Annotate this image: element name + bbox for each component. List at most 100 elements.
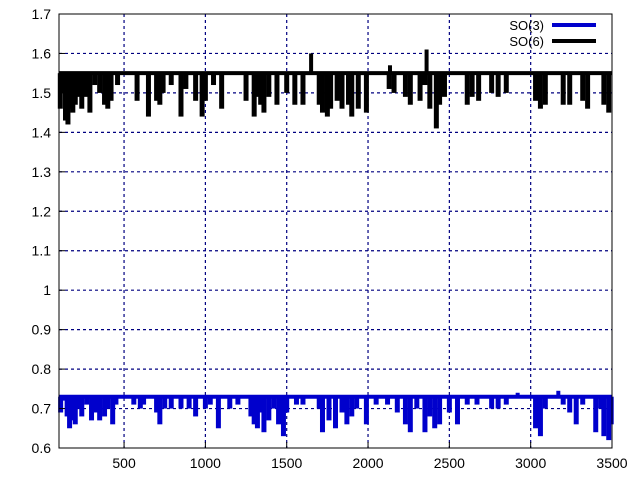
series-0-dip-16 <box>131 396 137 405</box>
series-0-dip-69 <box>533 396 539 429</box>
series-1-dip-33 <box>258 73 264 105</box>
series-0-dip-77 <box>598 396 604 409</box>
legend: SO(3) SO(6) <box>509 18 596 49</box>
series-0-dip-45 <box>326 396 332 421</box>
series-1-dip-59 <box>441 73 447 97</box>
series-1-dip-7 <box>75 73 81 97</box>
series-0-dip-71 <box>542 396 548 409</box>
series-1-dip-43 <box>328 73 334 109</box>
series-0-dip-9 <box>89 396 95 421</box>
series-1-dip-11 <box>92 73 98 86</box>
ticks: 500 1000 1500 2000 2500 3000 3500 0.6 0.7 0.8 0.9 1… <box>32 6 628 471</box>
series-0-dip-14 <box>110 396 116 425</box>
series-1-dip-60 <box>464 73 470 105</box>
series-0-dip-60 <box>432 396 438 429</box>
x-tick-label-4: 2500 <box>434 455 465 471</box>
series-0-dip-54 <box>394 396 400 413</box>
series-0-dip-12 <box>102 396 108 417</box>
series-0-dip-58 <box>422 396 428 433</box>
series-0-dip-73 <box>567 396 573 413</box>
series-1-dip-64 <box>495 73 501 97</box>
series-0-dip-76 <box>593 396 599 433</box>
series-0-dip-19 <box>154 396 160 413</box>
series-0-dip-48 <box>344 396 350 425</box>
series-0-dip-70 <box>537 396 543 437</box>
series-1-dip-31 <box>251 73 257 117</box>
series-0-dip-59 <box>427 396 433 417</box>
y-tick-label-4: 1 <box>43 282 51 298</box>
series-1-dip-22 <box>168 73 174 86</box>
series-0-dip-31 <box>248 396 254 417</box>
series-1-dip-23 <box>178 73 184 117</box>
series-1-peak-0 <box>387 65 392 74</box>
series-0-dip-62 <box>446 396 452 413</box>
series-0-dip-68 <box>503 396 509 405</box>
plot-frame <box>58 13 613 449</box>
x-tick-label-6: 3500 <box>596 455 627 471</box>
series-0-dip-20 <box>157 396 163 425</box>
series-1-dip-53 <box>407 73 413 105</box>
series-0-dip-46 <box>333 396 338 429</box>
series-1-dip-26 <box>199 73 205 117</box>
series-0-dip-65 <box>474 396 480 405</box>
series-1-dip-74 <box>606 73 612 113</box>
series-0-dip-26 <box>202 396 208 409</box>
x-tick-label-3: 2000 <box>352 455 383 471</box>
series-1-dip-63 <box>489 73 495 93</box>
y-tick-label-1: 0.7 <box>32 401 52 417</box>
series-1-dip-47 <box>349 73 355 117</box>
series-1-dip-37 <box>284 73 290 93</box>
y-tick-label-11: 1.7 <box>32 6 52 22</box>
series-0 <box>58 390 614 441</box>
series-1-dip-10 <box>87 73 93 113</box>
y-tick-label-10: 1.6 <box>32 45 52 61</box>
series-0-dip-74 <box>573 396 579 425</box>
series-0-dip-18 <box>141 396 147 405</box>
series-0-dip-78 <box>601 396 607 437</box>
series-0-dip-40 <box>284 396 290 413</box>
y-tick-label-0: 0.6 <box>32 440 52 456</box>
series-1-dip-36 <box>274 73 280 105</box>
series-1-dip-27 <box>202 73 208 101</box>
series-0-dip-21 <box>162 396 168 409</box>
series-0-dip-72 <box>560 396 566 405</box>
series-1-dip-61 <box>469 73 475 97</box>
series-1-dip-58 <box>437 73 443 105</box>
x-tick-label-0: 500 <box>112 455 136 471</box>
series-0-dip-28 <box>215 396 221 429</box>
series-1-dip-70 <box>567 73 573 105</box>
series-1-dip-42 <box>324 73 330 117</box>
series-0-dip-10 <box>93 396 99 413</box>
series-1-peak-1 <box>309 53 314 74</box>
series-1-dip-35 <box>266 73 272 97</box>
series-1-dip-0 <box>57 73 63 109</box>
series-0-dip-42 <box>300 396 306 405</box>
x-tick-label-1: 1000 <box>190 455 221 471</box>
series-1-dip-14 <box>105 73 111 109</box>
series-0-dip-80 <box>608 396 614 425</box>
series-0-dip-61 <box>437 396 443 425</box>
series-0-dip-55 <box>402 396 408 425</box>
y-tick-label-7: 1.3 <box>32 164 52 180</box>
y-tick-label-5: 1.1 <box>32 243 52 259</box>
y-tick-label-9: 1.5 <box>32 85 52 101</box>
series-0-dip-50 <box>354 396 360 409</box>
series-0-dip-32 <box>251 396 257 425</box>
series-0-dip-24 <box>186 396 192 409</box>
series-0-dip-7 <box>79 396 85 417</box>
series-1-dip-17 <box>134 73 140 101</box>
series-1-dip-18 <box>145 73 151 117</box>
series-1-dip-45 <box>339 73 345 109</box>
series-0-dip-75 <box>580 396 586 405</box>
series-0-dip-13 <box>105 396 111 409</box>
series-1-dip-55 <box>422 73 428 86</box>
series-0-dip-17 <box>137 396 143 409</box>
series-0-dip-35 <box>261 396 267 433</box>
series-1-dip-16 <box>115 73 121 86</box>
series-1-dip-57 <box>433 73 439 129</box>
series-0-dip-67 <box>495 396 501 409</box>
series-1-dip-21 <box>160 73 166 93</box>
series-0-dip-23 <box>178 396 184 409</box>
series-1-dip-28 <box>211 73 217 86</box>
